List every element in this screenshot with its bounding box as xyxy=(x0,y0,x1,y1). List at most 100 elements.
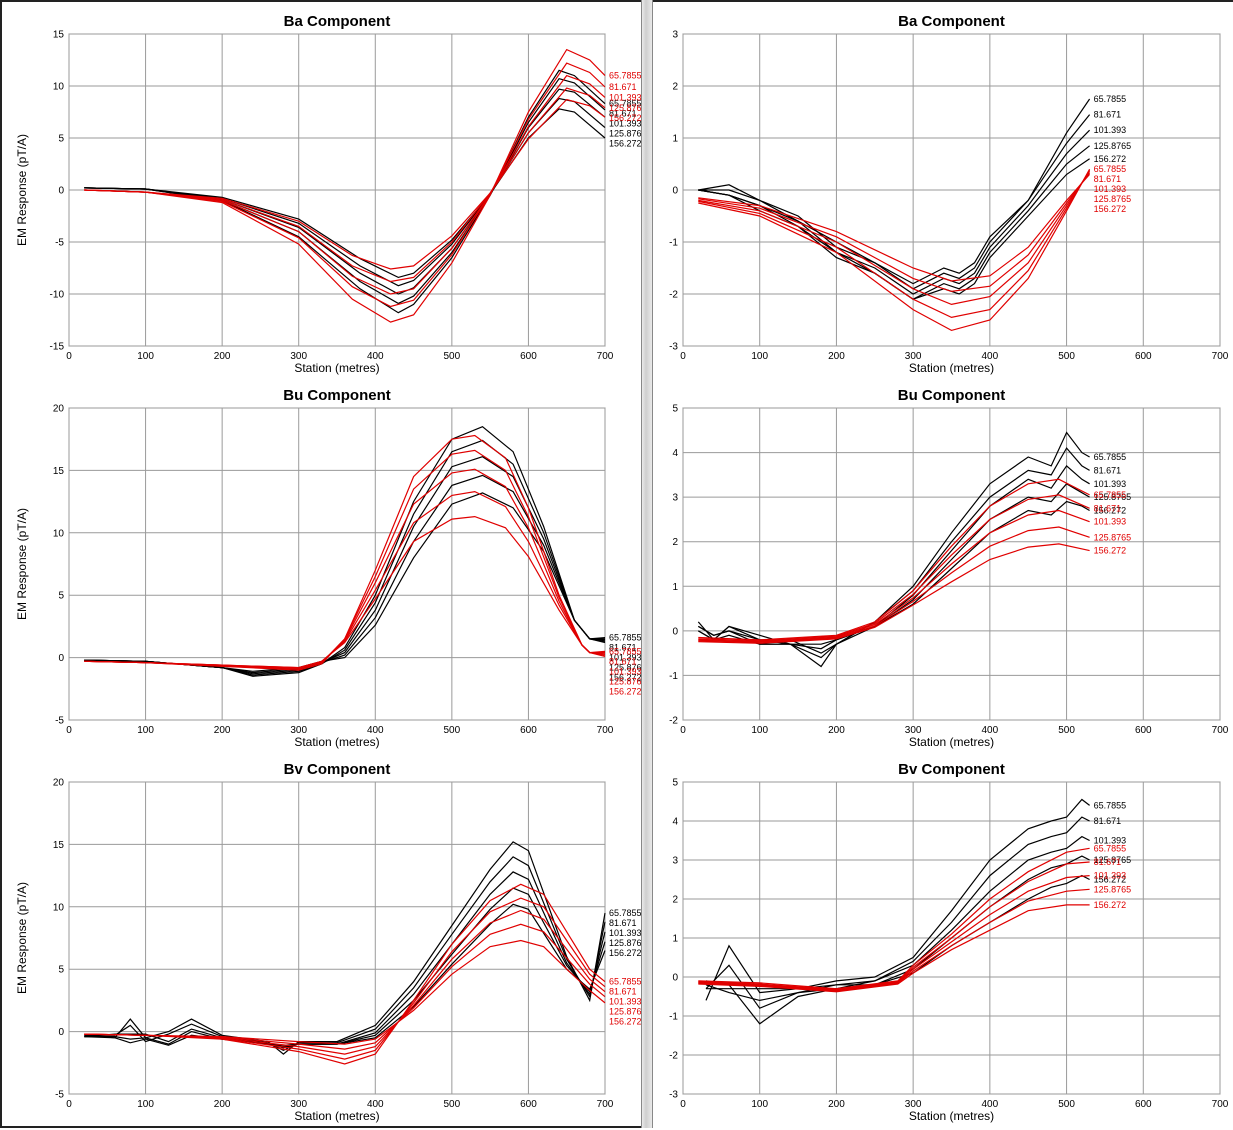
y-tick-label: 0 xyxy=(58,186,64,197)
series-line-7 xyxy=(84,74,606,295)
y-tick-label: -1 xyxy=(669,238,678,249)
y-axis-label: EM Response (pT/A) xyxy=(15,508,29,620)
series-end-label: 125.8765 xyxy=(609,129,646,139)
series-end-label: 156.272 xyxy=(1094,154,1127,164)
y-tick-label: 0 xyxy=(672,973,678,984)
y-tick-label: 2 xyxy=(672,895,678,906)
x-tick-label: 700 xyxy=(597,1099,614,1110)
series-end-label: 65.7855 xyxy=(609,908,642,918)
series-end-label: 156.272 xyxy=(1094,204,1127,214)
x-tick-label: 200 xyxy=(214,351,231,362)
y-tick-label: 15 xyxy=(53,30,65,41)
y-tick-label: 5 xyxy=(58,965,64,976)
y-tick-label: 3 xyxy=(672,30,678,41)
x-tick-label: 700 xyxy=(1212,351,1229,362)
series-end-label: 156.272 xyxy=(609,673,642,683)
plot-area xyxy=(68,407,606,721)
x-axis-label: Station (metres) xyxy=(294,361,379,375)
series-end-label: 81.671 xyxy=(1094,465,1122,475)
y-axis-label: EM Response (pT/A) xyxy=(15,134,29,246)
series-end-label: 101.393 xyxy=(609,666,642,676)
series-end-label: 65.7855 xyxy=(609,71,642,81)
y-tick-label: -2 xyxy=(669,716,678,727)
series-end-label: 125.8765 xyxy=(1094,855,1132,865)
series-end-label: 65.7855 xyxy=(1094,800,1127,810)
y-tick-label: 10 xyxy=(53,82,65,93)
series-end-label: 101.393 xyxy=(1094,125,1127,135)
series-end-label: 125.8765 xyxy=(1094,884,1132,894)
series-end-label: 125.8765 xyxy=(1094,532,1132,542)
plot-area xyxy=(68,781,606,1095)
series-line-4 xyxy=(84,108,606,279)
series-line-0 xyxy=(84,841,606,1055)
x-axis-label: Station (metres) xyxy=(294,1109,379,1123)
series-group xyxy=(84,48,606,323)
series-end-label: 81.671 xyxy=(1094,857,1122,867)
x-tick-label: 400 xyxy=(367,351,384,362)
series-line-9 xyxy=(84,98,606,270)
y-tick-label: 20 xyxy=(53,404,65,415)
y-tick-label: 4 xyxy=(672,817,678,828)
y-tick-label: 0 xyxy=(672,626,678,637)
x-tick-label: 200 xyxy=(214,725,231,736)
x-tick-label: 600 xyxy=(1135,351,1152,362)
chart-right-ba: 0 100 200 300 400 500 600 700 -3 -2 -1 0 1 2 3 Ba Compo… xyxy=(669,13,1229,375)
series-end-label: 101.393 xyxy=(609,119,642,129)
series-line-8 xyxy=(84,87,606,283)
x-tick-label: 100 xyxy=(137,725,154,736)
series-line-6 xyxy=(84,62,606,308)
y-tick-label: 3 xyxy=(672,493,678,504)
series-end-label: 125.8765 xyxy=(609,676,646,686)
x-tick-label: 0 xyxy=(680,725,686,736)
series-end-label: 81.671 xyxy=(1094,816,1122,826)
x-tick-label: 400 xyxy=(982,725,999,736)
series-line-5 xyxy=(698,478,1090,641)
series-end-label: 156.272 xyxy=(1094,546,1127,556)
series-end-label: 125.8765 xyxy=(609,938,646,948)
series-end-label: 65.7855 xyxy=(1094,452,1127,462)
series-end-label: 101.393 xyxy=(1094,517,1127,527)
series-end-label: 125.8765 xyxy=(609,103,646,113)
series-line-1 xyxy=(705,816,1090,1009)
x-axis-label: Station (metres) xyxy=(909,735,994,749)
series-end-label: 81.671 xyxy=(1094,110,1122,120)
x-tick-label: 400 xyxy=(982,351,999,362)
y-tick-label: 15 xyxy=(53,840,65,851)
y-tick-label: -5 xyxy=(55,238,64,249)
y-tick-label: -1 xyxy=(669,671,678,682)
y-tick-label: 5 xyxy=(58,134,64,145)
series-group xyxy=(697,431,1090,668)
series-end-label: 101.393 xyxy=(609,92,642,102)
x-axis-label: Station (metres) xyxy=(294,735,379,749)
series-end-label: 101.393 xyxy=(609,653,642,663)
x-tick-label: 100 xyxy=(751,725,768,736)
x-tick-label: 500 xyxy=(1058,351,1075,362)
x-tick-label: 300 xyxy=(905,351,922,362)
x-tick-label: 500 xyxy=(1058,725,1075,736)
x-tick-label: 200 xyxy=(214,1099,231,1110)
left-panel: 0 100 200 300 400 500 600 700 -15 -10 -5 0 5 10 15 Ba C… xyxy=(0,0,646,1128)
series-end-label: 156.272 xyxy=(1094,900,1127,910)
x-tick-label: 300 xyxy=(905,1099,922,1110)
series-end-label: 81.671 xyxy=(1094,503,1122,513)
x-tick-label: 100 xyxy=(137,351,154,362)
series-end-label: 81.671 xyxy=(609,918,637,928)
y-tick-label: 20 xyxy=(53,778,65,789)
y-tick-label: -3 xyxy=(669,342,678,353)
y-tick-label: 3 xyxy=(672,856,678,867)
series-group xyxy=(84,426,606,677)
y-tick-label: 1 xyxy=(672,582,678,593)
series-end-label: 81.671 xyxy=(609,987,637,997)
series-end-label: 125.8765 xyxy=(609,1007,646,1017)
y-tick-label: 5 xyxy=(672,404,678,415)
series-line-6 xyxy=(84,897,606,1060)
x-tick-label: 700 xyxy=(597,351,614,362)
series-line-1 xyxy=(84,439,605,676)
series-line-9 xyxy=(698,543,1090,644)
y-tick-label: -2 xyxy=(669,290,678,301)
series-end-label: 101.393 xyxy=(609,928,642,938)
panel-splitter[interactable] xyxy=(641,0,653,1128)
series-end-label: 156.272 xyxy=(609,139,642,149)
